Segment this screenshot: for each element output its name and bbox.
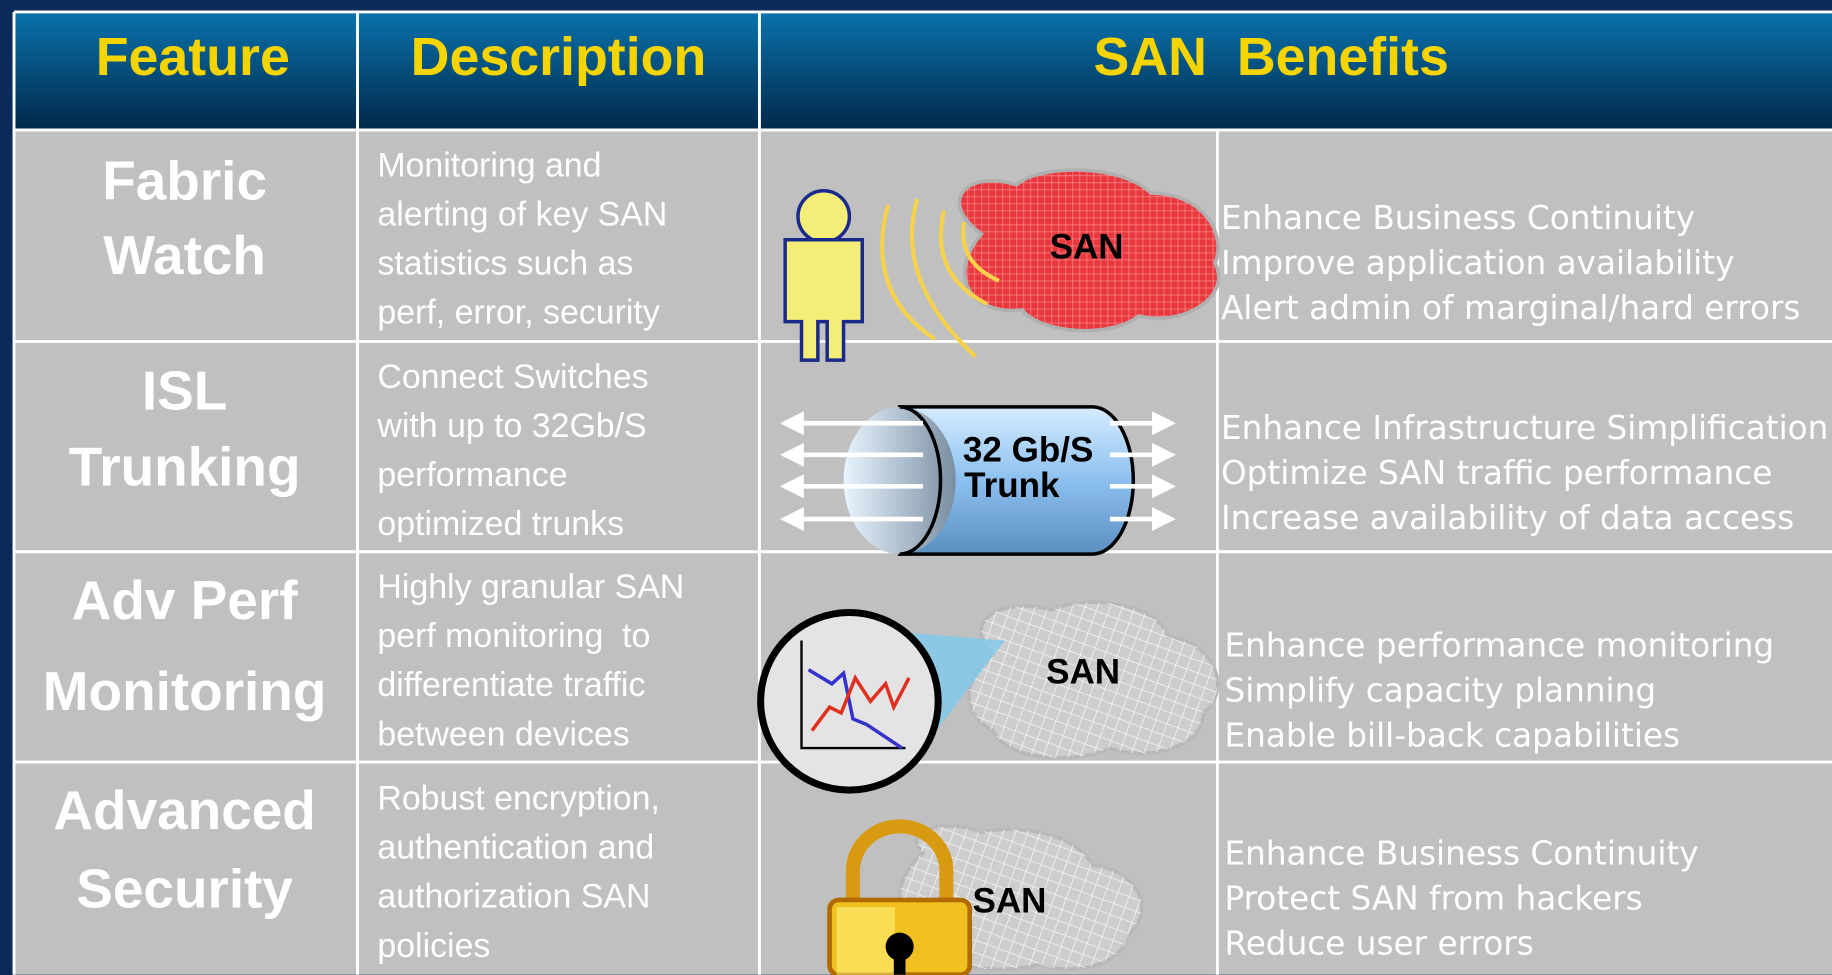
graphic-label: 32 Gb/S	[963, 431, 1094, 470]
description-line: differentiate traffic	[377, 666, 645, 704]
description-line: Connect Switches	[377, 358, 648, 396]
description-line: policies	[377, 927, 490, 965]
graphic-label: SAN	[972, 882, 1046, 921]
benefit-item: Optimize SAN traffic performance	[1221, 454, 1772, 492]
graphic-label: SAN	[1046, 653, 1120, 692]
benefit-item: Reduce user errors	[1224, 925, 1533, 963]
description-line: alerting of key SAN	[377, 195, 667, 233]
description-line: with up to 32Gb/S	[376, 407, 646, 445]
security-graphic	[827, 819, 1144, 975]
header-cell: SAN Benefits	[1094, 27, 1449, 87]
feature-name: Watch	[103, 224, 266, 286]
benefit-item: Enhance Infrastructure Simplification	[1221, 409, 1828, 447]
header-cell: Description	[411, 27, 707, 87]
trunk-graphic	[779, 405, 1176, 556]
description-line: perf monitoring to	[377, 617, 650, 655]
benefit-item: Enable bill-back capabilities	[1224, 717, 1680, 755]
description-line: Monitoring and	[377, 146, 601, 184]
benefit-item: Improve application availability	[1221, 244, 1735, 282]
description-line: Robust encryption,	[377, 780, 659, 818]
description-line: statistics such as	[377, 244, 633, 282]
benefit-item: Enhance performance monitoring	[1224, 627, 1774, 665]
description-line: perf, error, security	[377, 294, 659, 332]
graphic-label: Trunk	[964, 466, 1060, 505]
graphic-label: SAN	[1050, 227, 1124, 266]
fabric-watch-graphic	[783, 168, 1221, 362]
description-line: between devices	[377, 715, 629, 753]
perf-monitor-graphic	[757, 600, 1220, 794]
description-line: authentication and	[377, 829, 654, 867]
description-line: performance	[377, 456, 567, 494]
benefit-item: Enhance Business Continuity	[1224, 835, 1698, 873]
feature-name: Trunking	[69, 436, 301, 498]
feature-name: Adv Perf	[72, 569, 299, 631]
benefit-item: Simplify capacity planning	[1224, 672, 1656, 710]
feature-name: Fabric	[102, 149, 267, 211]
benefit-item: Alert admin of marginal/hard errors	[1221, 289, 1801, 327]
benefit-item: Increase availability of data access	[1221, 499, 1794, 537]
feature-name: Security	[76, 857, 293, 919]
feature-name: Advanced	[53, 779, 315, 841]
header-cell: Feature	[96, 27, 290, 87]
header-row	[14, 11, 1832, 129]
description-line: Highly granular SAN	[377, 568, 684, 606]
benefit-item: Protect SAN from hackers	[1224, 880, 1642, 918]
benefit-item: Enhance Business Continuity	[1221, 199, 1695, 237]
feature-name: ISL	[142, 360, 227, 422]
description-line: optimized trunks	[377, 505, 624, 543]
table-rows: Fabric Watch Monitoring and alerting of key…	[43, 146, 1829, 964]
description-line: authorization SAN	[377, 878, 650, 916]
feature-name: Monitoring	[43, 660, 327, 722]
